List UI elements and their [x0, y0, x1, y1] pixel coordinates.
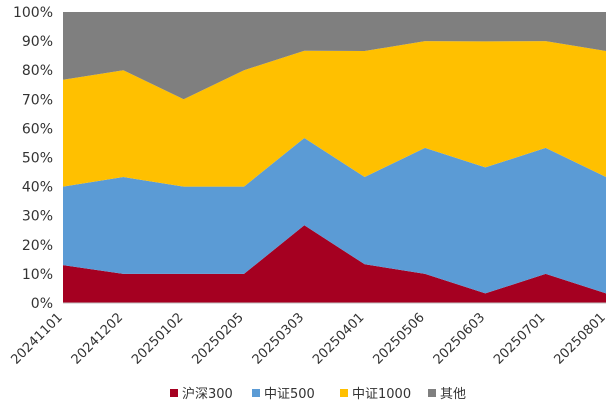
area-series-1: [63, 138, 606, 294]
area-series-3: [63, 12, 606, 100]
y-tick-label: 30%: [22, 209, 53, 225]
legend-swatch: [252, 389, 260, 397]
legend-label: 中证500: [264, 387, 315, 402]
x-tick-label: 20250603: [431, 310, 488, 367]
x-tick-label: 20250102: [129, 310, 186, 367]
y-tick-label: 50%: [22, 151, 53, 167]
y-tick-label: 20%: [22, 238, 53, 254]
y-axis: 0% 10% 20% 30% 40% 50% 60% 70% 80% 90% 100%: [13, 5, 53, 312]
legend-label: 其他: [440, 387, 466, 402]
x-tick-label: 20250506: [370, 310, 427, 367]
x-tick-label: 20250801: [551, 310, 608, 367]
x-tick-label: 20250205: [189, 310, 246, 367]
y-tick-label: 0%: [31, 296, 53, 312]
legend-swatch: [170, 389, 178, 397]
area-series-2: [63, 41, 606, 187]
x-axis: 20241101 20241202 20250102 20250205 20250303…: [8, 302, 609, 368]
legend: 沪深300 中证500 中证1000 其他: [170, 386, 466, 402]
x-tick-label: 20250401: [310, 310, 367, 367]
x-tick-label: 20250303: [250, 310, 307, 367]
x-tick-label: 20241101: [8, 310, 65, 367]
y-tick-label: 90%: [22, 34, 53, 50]
y-tick-label: 10%: [22, 267, 53, 283]
legend-swatch: [428, 389, 436, 397]
area-series-0: [63, 225, 606, 303]
legend-label: 沪深300: [182, 386, 233, 402]
y-tick-label: 70%: [22, 92, 53, 108]
legend-label: 中证1000: [352, 387, 411, 402]
x-tick-label: 20241202: [69, 310, 126, 367]
area-layers: [63, 12, 606, 303]
y-tick-label: 80%: [22, 63, 53, 79]
y-tick-label: 60%: [22, 121, 53, 137]
y-tick-label: 40%: [22, 180, 53, 196]
x-tick-label: 20250701: [491, 310, 548, 367]
legend-swatch: [340, 389, 348, 397]
y-tick-label: 100%: [13, 5, 53, 21]
